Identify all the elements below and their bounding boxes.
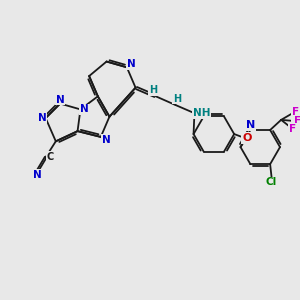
Text: O: O	[242, 133, 252, 143]
Text: N: N	[80, 104, 88, 114]
Text: Cl: Cl	[266, 178, 277, 188]
Text: F: F	[292, 107, 298, 117]
Text: N: N	[33, 170, 41, 180]
Text: N: N	[127, 59, 136, 69]
Text: NH: NH	[193, 108, 210, 118]
Text: F: F	[294, 116, 300, 126]
Text: H: H	[149, 85, 157, 95]
Text: N: N	[102, 135, 110, 145]
Text: C: C	[46, 152, 54, 162]
Text: N: N	[246, 120, 255, 130]
Text: H: H	[173, 94, 181, 104]
Text: N: N	[56, 94, 64, 104]
Text: N: N	[38, 113, 46, 123]
Text: F: F	[289, 124, 296, 134]
